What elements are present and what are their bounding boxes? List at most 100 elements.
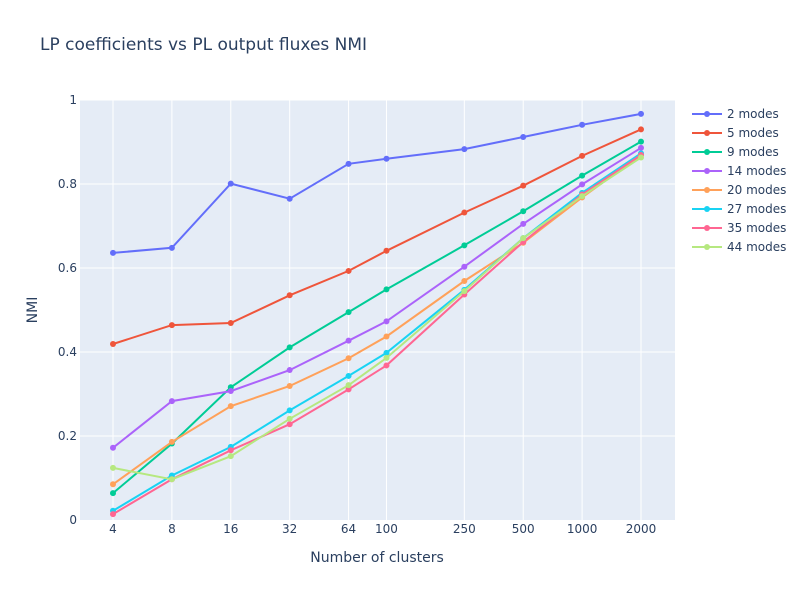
legend-item-6[interactable]: 35 modes — [692, 221, 786, 235]
y-tick-label: 0.4 — [58, 345, 77, 359]
x-tick-label: 1000 — [567, 522, 598, 536]
data-point — [383, 318, 390, 325]
legend-label: 5 modes — [727, 126, 779, 140]
series-line — [112, 140, 642, 494]
data-point — [579, 181, 586, 188]
data-point — [345, 382, 352, 389]
series-lines — [110, 110, 644, 518]
legend-label: 14 modes — [727, 164, 786, 178]
data-point — [286, 195, 293, 202]
legend-item-4[interactable]: 20 modes — [692, 183, 786, 197]
data-point — [110, 481, 116, 488]
legend-item-0[interactable]: 2 modes — [692, 107, 779, 121]
x-tick-label: 64 — [341, 522, 356, 536]
legend-swatch-marker — [704, 149, 710, 155]
legend-item-5[interactable]: 27 modes — [692, 202, 786, 216]
data-point — [579, 193, 586, 200]
x-axis-title: Number of clusters — [310, 550, 444, 566]
data-point — [461, 263, 468, 270]
data-point — [461, 242, 468, 249]
data-point — [520, 182, 527, 189]
data-point — [638, 126, 644, 133]
x-tick-label: 100 — [375, 522, 398, 536]
legend-swatch-marker — [704, 187, 710, 193]
x-tick-label: 4 — [109, 522, 117, 536]
data-point — [383, 349, 390, 356]
data-point — [110, 444, 116, 451]
x-tick-label: 250 — [453, 522, 476, 536]
data-point — [345, 267, 352, 274]
data-point — [461, 146, 468, 153]
y-tick-label: 0.6 — [58, 261, 77, 275]
data-point — [638, 138, 644, 145]
data-point — [110, 341, 116, 348]
data-point — [227, 453, 234, 460]
legend-swatch-marker — [704, 111, 710, 117]
legend-swatch-marker — [704, 130, 710, 136]
legend-label: 20 modes — [727, 183, 786, 197]
data-point — [110, 490, 116, 497]
legend-swatch-marker — [704, 244, 710, 250]
series-0 — [110, 110, 644, 256]
y-tick-label: 1 — [69, 93, 77, 107]
data-point — [461, 288, 468, 295]
data-point — [227, 320, 234, 327]
legend-item-2[interactable]: 9 modes — [692, 145, 779, 159]
data-point — [579, 172, 586, 179]
x-tick-label: 2000 — [626, 522, 657, 536]
legend-swatch-marker — [704, 168, 710, 174]
data-point — [383, 362, 390, 369]
data-point — [286, 421, 293, 428]
x-tick-label: 32 — [282, 522, 297, 536]
data-point — [520, 208, 527, 215]
series-line — [112, 156, 642, 481]
data-point — [520, 220, 527, 227]
data-point — [579, 121, 586, 128]
data-point — [345, 337, 352, 344]
y-axis-title: NMI — [25, 297, 41, 324]
data-point — [110, 511, 116, 518]
data-point — [638, 110, 644, 117]
data-point — [345, 372, 352, 379]
data-point — [286, 383, 293, 390]
series-line — [112, 112, 642, 254]
y-tick-label: 0.2 — [58, 429, 77, 443]
data-point — [227, 447, 234, 454]
legend: 2 modes 5 modes 9 modes 14 modes 20 modes 27 … — [692, 107, 786, 254]
series-7 — [110, 154, 644, 483]
legend-swatch-marker — [704, 206, 710, 212]
y-tick-label: 0 — [69, 513, 77, 527]
data-point — [168, 398, 175, 405]
data-point — [461, 209, 468, 216]
data-point — [383, 354, 390, 361]
data-point — [227, 403, 234, 410]
data-point — [110, 249, 116, 256]
legend-item-1[interactable]: 5 modes — [692, 126, 779, 140]
data-point — [345, 309, 352, 316]
data-point — [345, 355, 352, 362]
legend-label: 44 modes — [727, 240, 786, 254]
data-point — [227, 388, 234, 395]
y-tick-label: 0.8 — [58, 177, 77, 191]
data-point — [383, 155, 390, 162]
x-tick-label: 500 — [512, 522, 535, 536]
data-point — [383, 247, 390, 254]
x-tick-label: 16 — [223, 522, 238, 536]
data-point — [286, 292, 293, 299]
data-point — [168, 244, 175, 251]
plot-area — [80, 100, 675, 520]
data-point — [383, 333, 390, 340]
legend-label: 2 modes — [727, 107, 779, 121]
y-axis-ticks: 0 0.2 0.4 0.6 0.8 1 — [58, 93, 77, 527]
data-point — [168, 476, 175, 483]
data-point — [227, 180, 234, 187]
legend-item-7[interactable]: 44 modes — [692, 240, 786, 254]
legend-label: 27 modes — [727, 202, 786, 216]
legend-item-3[interactable]: 14 modes — [692, 164, 786, 178]
data-point — [638, 144, 644, 151]
series-1 — [110, 126, 644, 348]
data-point — [638, 154, 644, 161]
data-point — [520, 235, 527, 242]
data-point — [461, 278, 468, 285]
